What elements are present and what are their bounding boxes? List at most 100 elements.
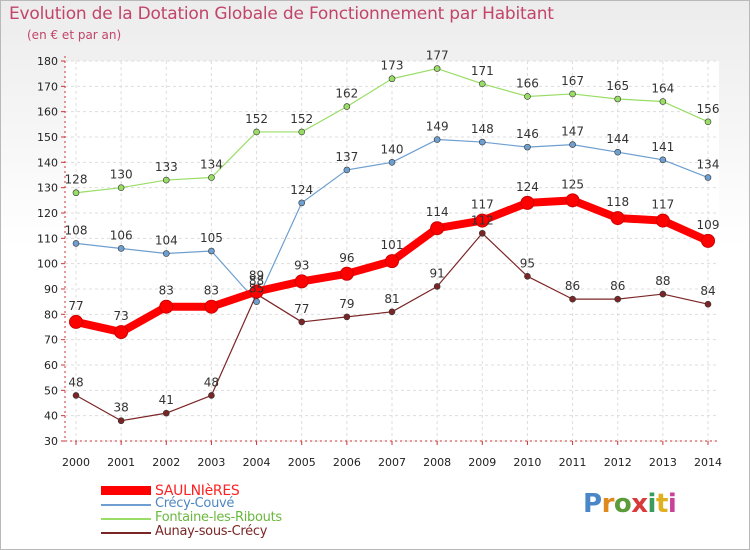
data-point-aunay-sous-crecy — [614, 295, 622, 303]
data-point-aunay-sous-crecy — [524, 273, 531, 280]
data-label-crecy-couve: 140 — [381, 142, 404, 156]
data-label-fontaine-les-ribouts: 152 — [245, 112, 268, 126]
data-point-crecy-couve — [298, 199, 306, 207]
legend-swatch-saulnieres — [101, 486, 151, 495]
x-tick-label: 2002 — [152, 456, 180, 469]
y-tick-label: 140 — [37, 156, 58, 169]
data-point-crecy-couve — [433, 136, 441, 143]
plot-area — [65, 61, 719, 441]
data-label-fontaine-les-ribouts: 164 — [651, 82, 674, 96]
data-point-aunay-sous-crecy — [117, 417, 125, 425]
data-point-saulnieres — [430, 221, 445, 236]
data-label-fontaine-les-ribouts: 171 — [471, 64, 494, 78]
data-label-aunay-sous-crecy: 86 — [610, 279, 625, 293]
data-point-crecy-couve — [162, 250, 170, 257]
data-point-saulnieres — [339, 266, 354, 281]
data-point-saulnieres — [701, 233, 715, 248]
logo-letter: i — [647, 489, 657, 519]
legend-swatch-crecy-couve — [101, 504, 151, 506]
data-point-aunay-sous-crecy — [659, 290, 667, 298]
data-label-fontaine-les-ribouts: 165 — [606, 79, 629, 93]
data-point-aunay-sous-crecy — [433, 283, 441, 290]
x-tick-label: 2003 — [197, 456, 225, 469]
x-tick-label: 2014 — [694, 456, 722, 469]
series-layer — [69, 65, 715, 425]
data-label-aunay-sous-crecy: 48 — [68, 375, 83, 389]
data-point-fontaine-les-ribouts — [343, 103, 351, 110]
x-tick-label: 2004 — [243, 456, 271, 469]
logo-letter: r — [601, 489, 615, 519]
data-point-fontaine-les-ribouts — [659, 98, 667, 105]
data-label-fontaine-les-ribouts: 177 — [426, 49, 449, 63]
data-label-saulnieres: 77 — [68, 299, 83, 313]
data-label-fontaine-les-ribouts: 173 — [381, 59, 404, 73]
chart-subtitle: (en € et par an) — [27, 28, 122, 42]
y-tick-label: 90 — [44, 283, 58, 296]
data-point-fontaine-les-ribouts — [433, 65, 441, 72]
data-label-aunay-sous-crecy: 84 — [700, 284, 715, 298]
legend-label-saulnieres: SAULNIèRES — [155, 483, 240, 499]
x-tick-label: 2013 — [649, 456, 677, 469]
data-label-aunay-sous-crecy: 38 — [114, 401, 129, 415]
data-label-fontaine-les-ribouts: 152 — [290, 112, 313, 126]
data-label-saulnieres: 118 — [606, 195, 629, 209]
x-tick-label: 2012 — [604, 456, 632, 469]
data-point-aunay-sous-crecy — [343, 313, 351, 321]
data-label-saulnieres: 73 — [114, 309, 129, 323]
data-label-crecy-couve: 104 — [155, 234, 178, 248]
x-tick-label: 2005 — [288, 456, 316, 469]
x-tick-label: 2000 — [62, 456, 90, 469]
data-label-saulnieres: 83 — [159, 284, 174, 298]
logo-letter: x — [631, 489, 648, 519]
data-point-saulnieres — [565, 193, 580, 208]
data-point-aunay-sous-crecy — [208, 392, 215, 399]
legend-swatch-aunay-sous-crecy — [101, 532, 151, 534]
x-tick-label: 2006 — [333, 456, 361, 469]
data-label-saulnieres: 109 — [697, 218, 720, 232]
y-tick-label: 60 — [44, 359, 58, 372]
y-tick-label: 100 — [37, 258, 58, 271]
data-point-saulnieres — [249, 284, 264, 299]
data-point-fontaine-les-ribouts — [72, 189, 80, 197]
y-tick-label: 70 — [44, 334, 58, 347]
grid-lines — [65, 60, 719, 442]
y-tick-label: 180 — [37, 55, 58, 68]
data-label-crecy-couve: 146 — [516, 127, 539, 141]
proxiti-logo: Proxiti — [583, 489, 677, 519]
data-point-fontaine-les-ribouts — [208, 174, 215, 181]
data-label-fontaine-les-ribouts: 134 — [200, 158, 223, 172]
y-tick-label: 120 — [37, 207, 58, 220]
data-labels-layer: 77 73 83 83 89 93 96 101 114 117 124 125 118 117 109 10… — [65, 49, 720, 415]
data-label-saulnieres: 96 — [339, 251, 354, 265]
data-point-fontaine-les-ribouts — [388, 75, 396, 83]
data-point-fontaine-les-ribouts — [524, 93, 531, 100]
data-point-fontaine-les-ribouts — [117, 184, 125, 191]
data-point-fontaine-les-ribouts — [162, 176, 170, 184]
data-label-fontaine-les-ribouts: 128 — [65, 173, 88, 187]
x-tick-label: 2008 — [423, 456, 451, 469]
data-label-crecy-couve: 147 — [561, 125, 584, 139]
data-label-fontaine-les-ribouts: 162 — [335, 87, 358, 101]
data-label-crecy-couve: 148 — [471, 122, 494, 136]
data-point-aunay-sous-crecy — [704, 300, 712, 308]
data-label-saulnieres: 125 — [561, 177, 584, 191]
data-label-aunay-sous-crecy: 41 — [159, 393, 174, 407]
data-point-crecy-couve — [388, 159, 396, 166]
y-tick-label: 40 — [44, 410, 58, 423]
data-label-fontaine-les-ribouts: 156 — [697, 102, 720, 116]
data-label-crecy-couve: 105 — [200, 231, 223, 245]
data-label-fontaine-les-ribouts: 130 — [110, 168, 133, 182]
data-label-aunay-sous-crecy: 95 — [520, 256, 535, 270]
data-point-saulnieres — [114, 325, 129, 340]
data-point-saulnieres — [294, 274, 309, 289]
data-point-saulnieres — [520, 195, 535, 210]
data-point-aunay-sous-crecy — [388, 308, 396, 316]
data-point-crecy-couve — [478, 138, 486, 146]
data-point-aunay-sous-crecy — [72, 392, 80, 399]
data-label-saulnieres: 117 — [651, 198, 674, 212]
data-label-saulnieres: 124 — [516, 180, 539, 194]
data-point-crecy-couve — [208, 247, 215, 255]
y-tick-label: 170 — [37, 80, 58, 93]
